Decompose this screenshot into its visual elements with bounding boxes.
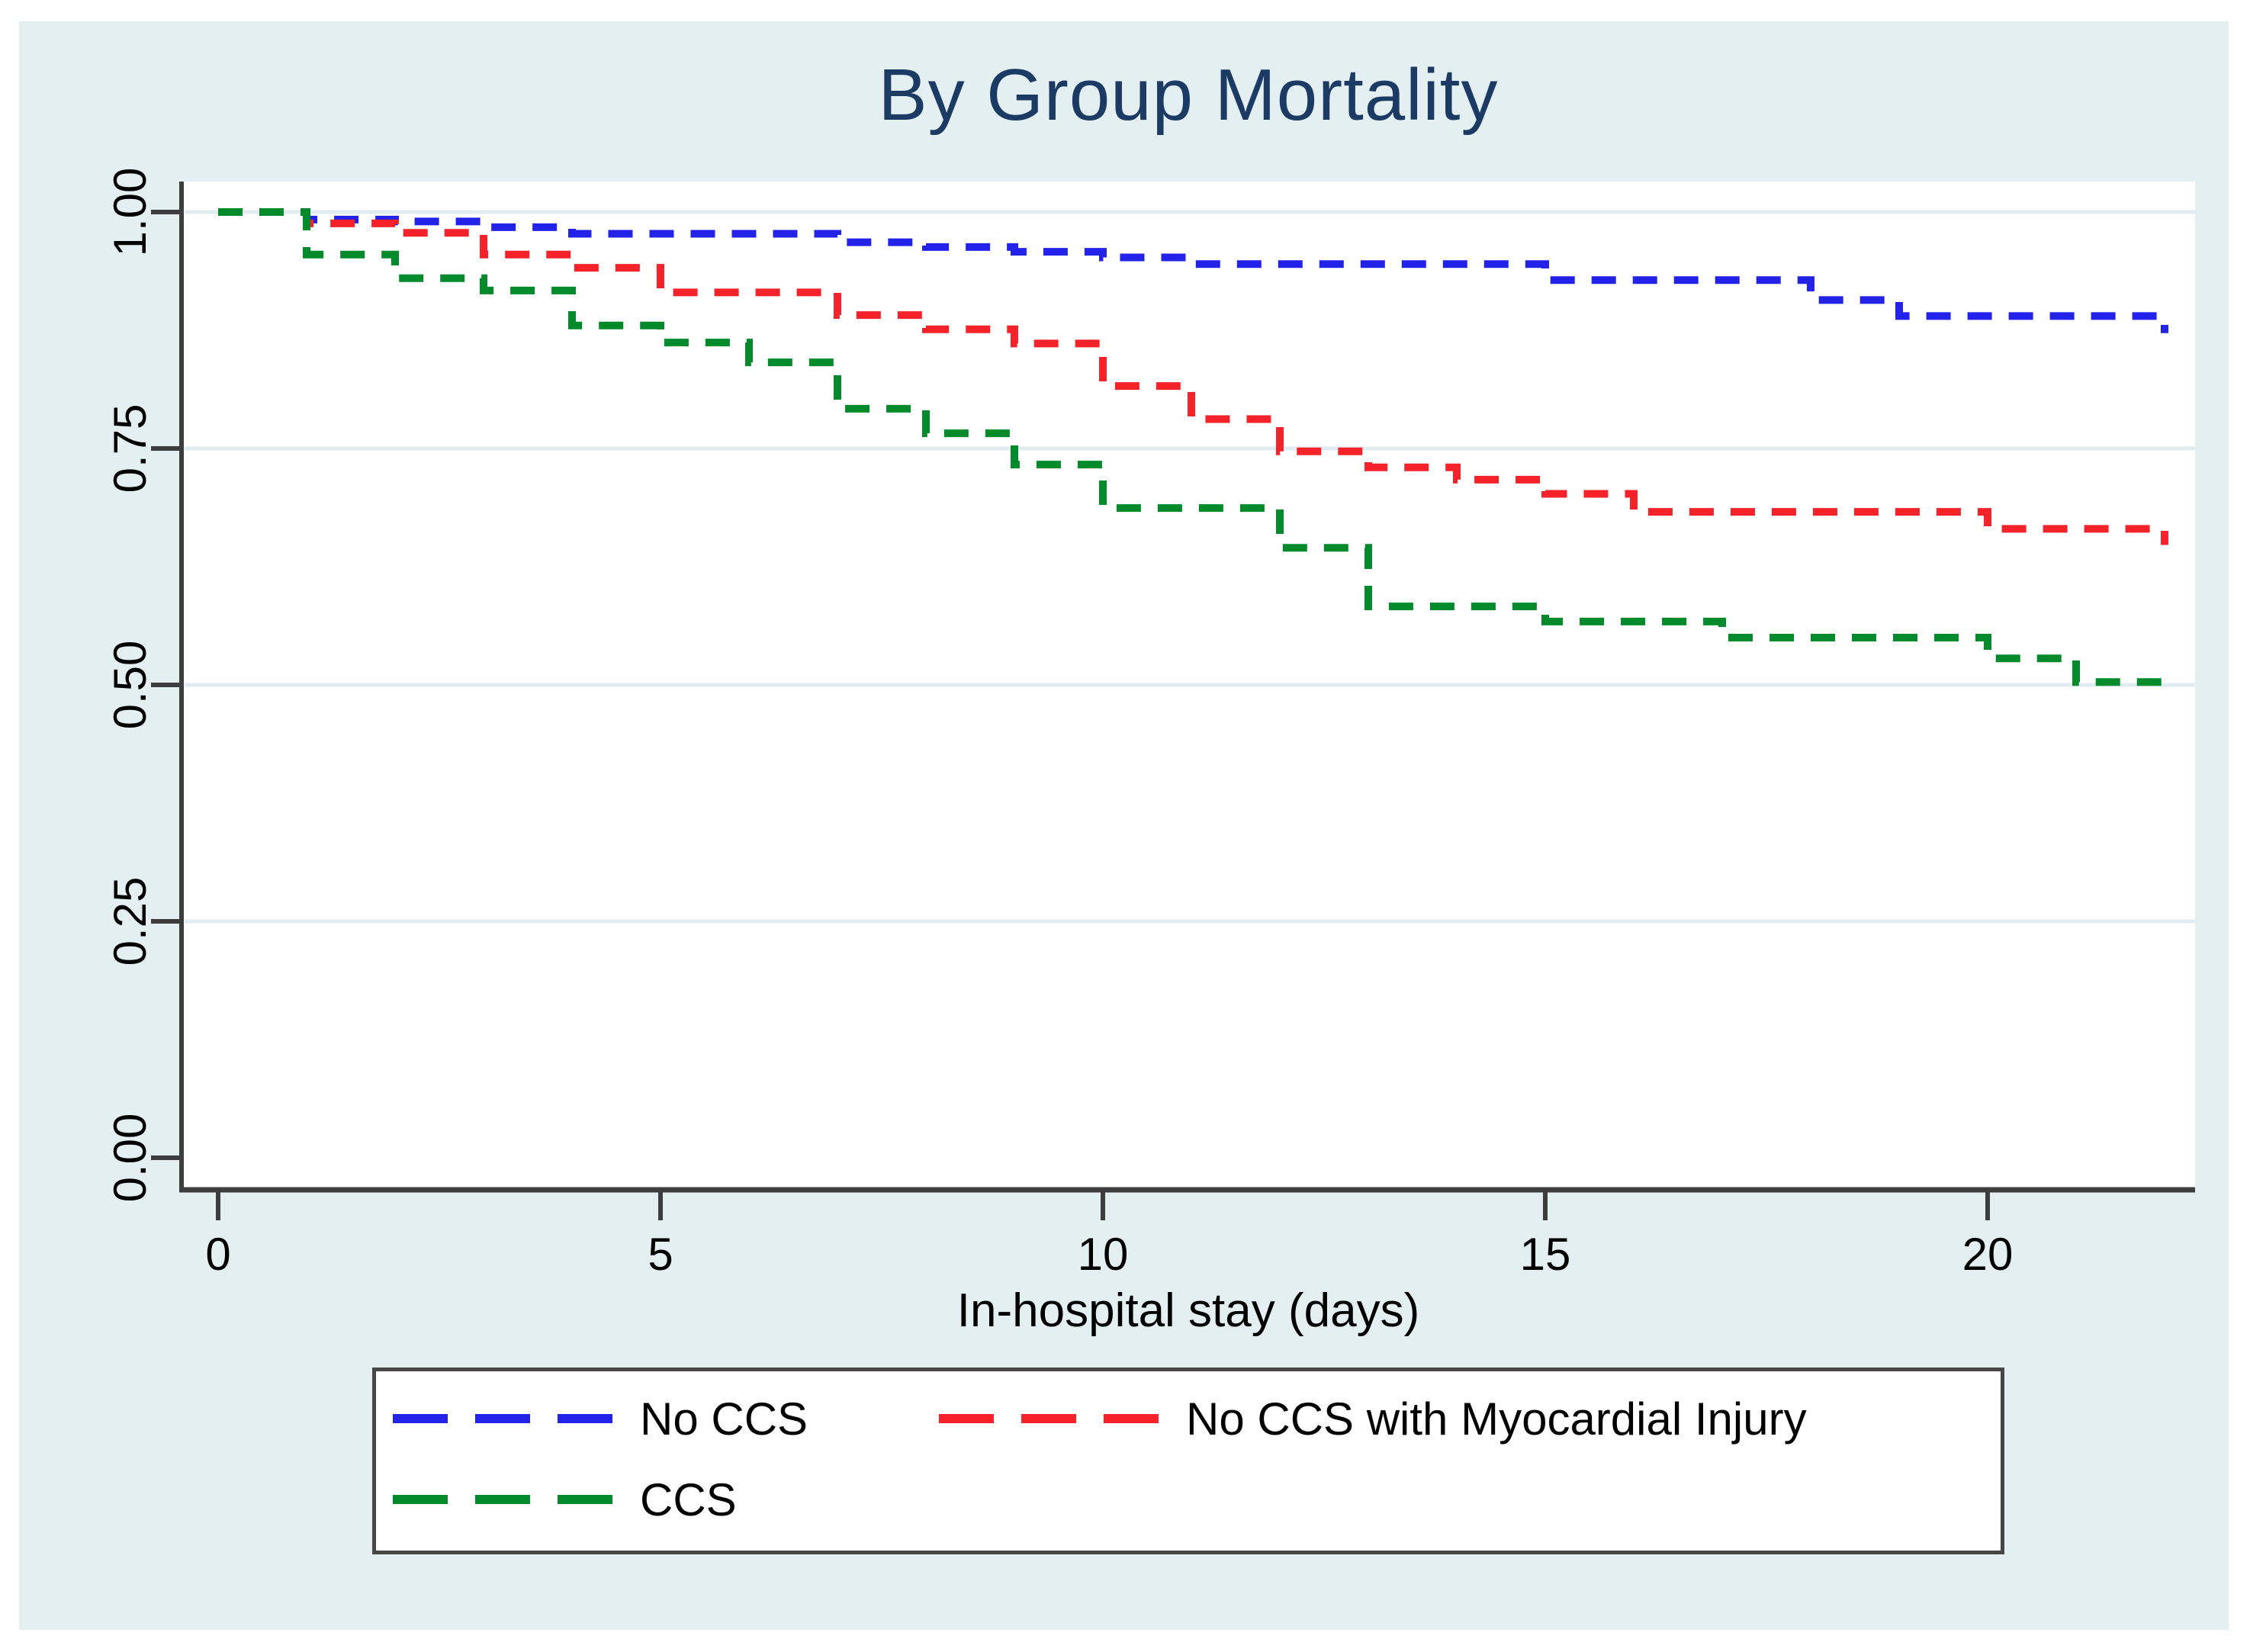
y-tick-label: 0.25 [104,877,156,966]
x-tick-label: 0 [205,1229,230,1280]
legend-row-1: No CCS No CCS with Myocardial Injury [376,1380,2001,1457]
legend-item-no-ccs-mi: No CCS with Myocardial Injury [939,1380,1807,1457]
y-tick-label: 0.00 [104,1114,156,1203]
km-curve-no-ccs [218,208,2168,333]
x-tick-label: 20 [1962,1229,2014,1280]
y-tick-label: 0.75 [104,404,156,493]
chart-title: By Group Mortality [878,54,1499,136]
green-dash-sample-icon [393,1495,612,1504]
legend-item-ccs: CCS [393,1461,737,1538]
km-curve-ccs [218,208,2178,686]
legend-row-2: CCS [376,1461,2001,1538]
red-dash-sample-icon [939,1414,1159,1423]
y-tick-label: 0.50 [104,641,156,730]
plot-canvas: 1.00 0.75 0.50 0.25 0.00 0 5 10 15 20 [104,168,2195,1280]
legend-label: No CCS with Myocardial Injury [1186,1393,1807,1445]
blue-dash-sample-icon [393,1414,612,1423]
km-curve-no-ccs-with-myocardial-injury [218,208,2168,545]
figure-area: By Group Mortality 1.00 0.75 0.50 0.25 0.00 0… [19,21,2229,1630]
x-tick-label: 15 [1520,1229,1571,1280]
x-tick-label: 10 [1078,1229,1129,1280]
legend-label: CCS [640,1474,737,1525]
legend-box: No CCS No CCS with Myocardial Injury CCS [372,1368,2004,1554]
y-tick-label: 1.00 [104,168,156,257]
x-axis-title: In-hospital stay (days) [956,1284,1420,1337]
legend-item-no-ccs: No CCS [393,1380,808,1457]
legend-label: No CCS [640,1393,808,1445]
x-tick-label: 5 [648,1229,673,1280]
